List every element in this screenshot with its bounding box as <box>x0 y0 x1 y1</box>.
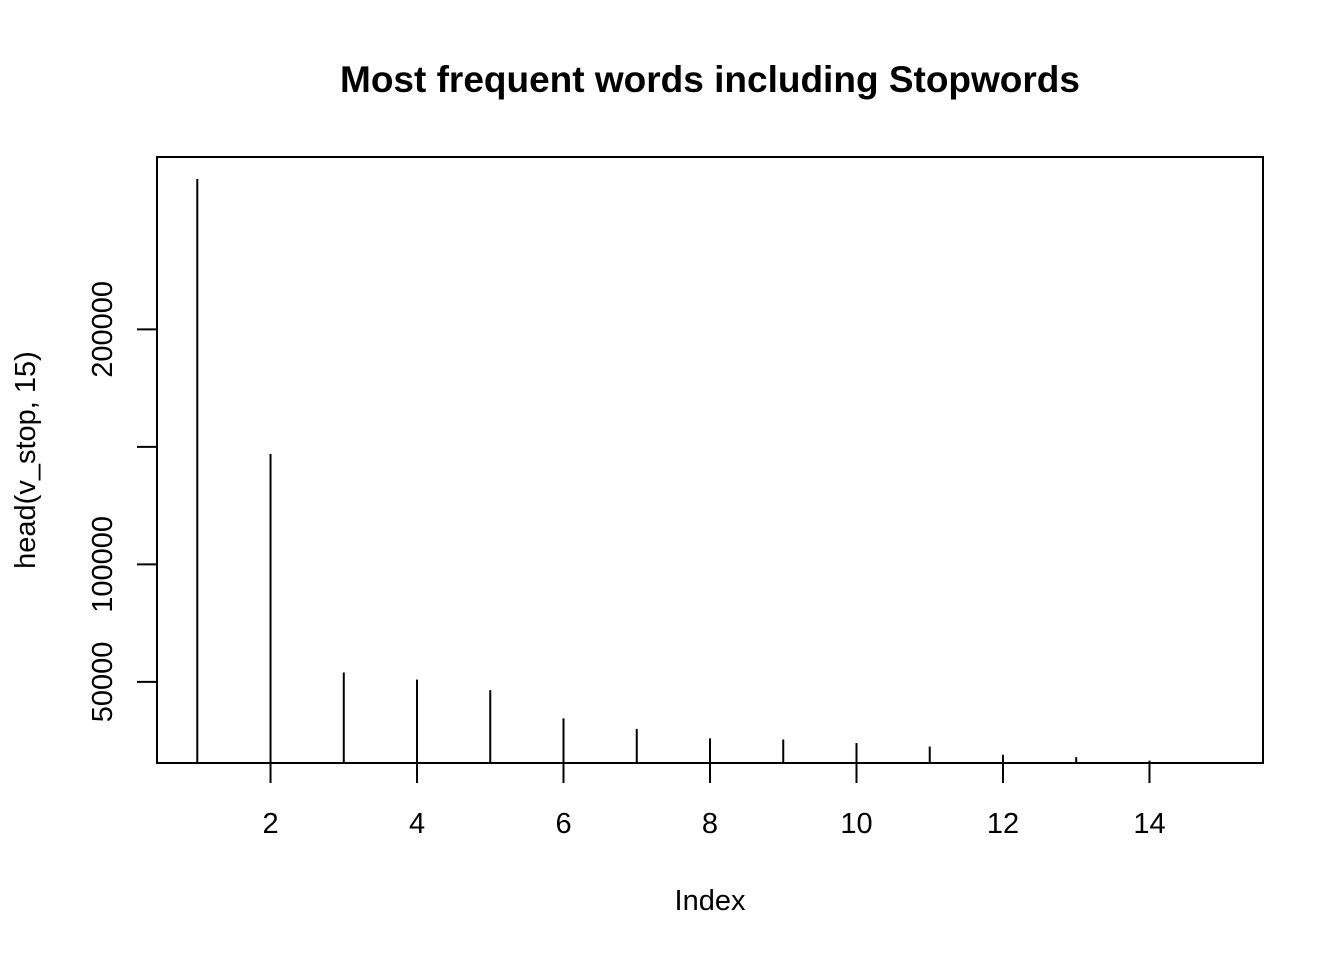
y-tick-label-200000: 200000 <box>87 281 119 378</box>
y-axis-label: head(v_stop, 15) <box>10 351 42 569</box>
x-tick-label-12: 12 <box>987 808 1019 840</box>
y-tick-label-100000: 100000 <box>87 516 119 613</box>
bars-group <box>196 179 1151 763</box>
x-tick-label-14: 14 <box>1133 808 1165 840</box>
x-axis: 2 4 6 8 10 12 14 <box>262 763 1166 840</box>
x-tick-label-10: 10 <box>840 808 872 840</box>
y-axis: 50000 100000 200000 <box>87 281 157 722</box>
x-tick-label-4: 4 <box>409 808 425 840</box>
y-tick-label-50000: 50000 <box>87 642 119 723</box>
x-tick-label-2: 2 <box>262 808 278 840</box>
x-tick-label-6: 6 <box>555 808 571 840</box>
x-tick-label-8: 8 <box>702 808 718 840</box>
x-axis-label: Index <box>675 885 746 917</box>
plot-frame <box>156 156 1264 764</box>
chart-title: Most frequent words including Stopwords <box>340 59 1080 100</box>
